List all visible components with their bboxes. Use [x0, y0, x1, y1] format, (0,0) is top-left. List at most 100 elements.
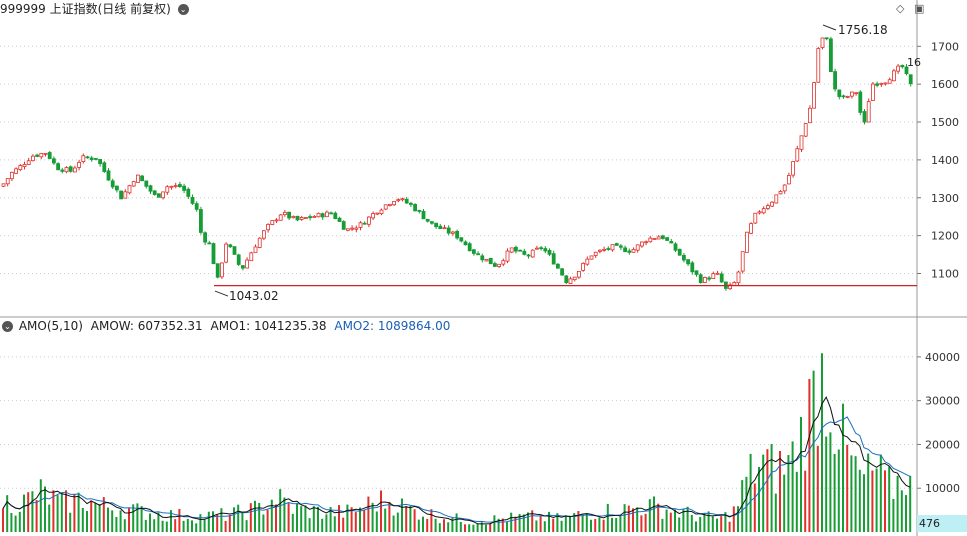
volume-bar	[871, 470, 874, 532]
candle-body	[39, 152, 44, 158]
volume-bar	[300, 506, 303, 532]
candle-body	[652, 238, 657, 240]
candle-body	[640, 241, 644, 247]
volume-bar	[682, 509, 685, 532]
volume-bar	[585, 513, 588, 532]
chevron-down-icon[interactable]: ⌄	[2, 321, 13, 332]
candle-body	[514, 246, 518, 252]
volume-bar	[753, 483, 756, 532]
volume-bar	[711, 516, 714, 532]
volume-bar	[434, 518, 437, 532]
candle-body	[249, 252, 254, 262]
candle-body	[161, 191, 166, 199]
candle-body	[505, 250, 510, 262]
volume-bar	[909, 475, 912, 532]
volume-bar	[333, 516, 336, 532]
candle-body	[371, 213, 376, 219]
volume-bar	[363, 509, 366, 532]
candle-body	[375, 212, 380, 215]
volume-bar	[905, 495, 907, 532]
amo-tick-label: 20000	[925, 438, 960, 451]
candle-body	[698, 274, 703, 284]
volume-bar	[686, 506, 689, 532]
candle-body	[442, 227, 447, 230]
volume-bar	[779, 451, 781, 532]
candle-body	[501, 260, 506, 265]
volume-bar	[514, 516, 517, 532]
volume-bar	[178, 508, 181, 532]
candle-body	[182, 185, 187, 191]
price-tick-label: 1400	[931, 154, 959, 167]
volume-bar	[182, 520, 185, 532]
amo1-line	[2, 395, 911, 525]
volume-bar	[875, 468, 878, 532]
volume-bar	[846, 444, 849, 532]
volume-bar	[627, 505, 630, 532]
volume-bar	[396, 512, 399, 532]
volume-bar	[174, 519, 177, 532]
candle-body	[774, 194, 779, 204]
high-label: 1756.18	[838, 23, 888, 37]
candle-body	[812, 82, 816, 109]
candle-body	[362, 222, 367, 225]
volume-bar	[249, 503, 252, 532]
candle-body	[488, 257, 493, 265]
candle-body	[429, 221, 434, 224]
candle-body	[455, 230, 460, 239]
candle-body	[358, 222, 363, 228]
diamond-icon[interactable]: ◇	[896, 2, 905, 15]
candle-body	[787, 175, 791, 185]
candle-body	[509, 247, 514, 253]
volume-bar	[636, 507, 639, 532]
volume-bar	[464, 524, 466, 532]
candle-body	[850, 91, 854, 97]
price-tick-label: 1100	[931, 267, 959, 280]
candle-body	[526, 254, 531, 257]
volume-bar	[380, 490, 382, 532]
candle-body	[619, 245, 623, 248]
candle-body	[707, 277, 711, 280]
volume-bar	[165, 521, 168, 532]
candle-body	[287, 211, 292, 219]
volume-bar	[590, 519, 592, 532]
candle-body	[602, 248, 606, 251]
candle-body	[866, 101, 871, 123]
candle-body	[648, 237, 653, 243]
volume-bar	[699, 516, 702, 532]
candle-body	[73, 167, 77, 173]
volume-bar	[879, 454, 882, 532]
volume-bar	[611, 517, 613, 532]
volume-bar	[128, 508, 130, 532]
volume-bar	[640, 515, 643, 532]
volume-bar	[81, 507, 84, 532]
volume-bar	[48, 504, 51, 532]
volume-bar	[489, 523, 492, 532]
volume-bar	[367, 496, 370, 532]
candle-body	[530, 249, 535, 258]
chevron-down-icon[interactable]: ⌄	[177, 4, 189, 15]
candle-body	[186, 188, 191, 197]
volume-bar	[317, 506, 319, 532]
candle-body	[308, 216, 313, 219]
volume-bar	[896, 475, 899, 532]
candle-body	[463, 241, 468, 246]
candle-body	[715, 272, 720, 275]
volume-bar	[594, 519, 597, 532]
volume-bar	[207, 511, 210, 532]
candle-body	[127, 185, 132, 194]
candle-body	[816, 48, 821, 83]
candle-body	[858, 91, 863, 113]
candle-body	[892, 70, 896, 82]
amo-legend: ⌄ AMO(5,10) AMOW: 607352.31 AMO1: 104123…	[2, 319, 450, 333]
candle-body	[156, 193, 161, 198]
volume-bar	[98, 504, 101, 532]
candle-body	[837, 89, 842, 97]
candle-body	[560, 268, 564, 276]
candle-body	[35, 154, 39, 157]
panel-toggle-icon[interactable]: ▣	[913, 2, 925, 15]
volume-bar	[27, 492, 30, 532]
candle-body	[316, 212, 321, 218]
candle-body	[135, 174, 140, 183]
candle-body	[98, 158, 102, 165]
